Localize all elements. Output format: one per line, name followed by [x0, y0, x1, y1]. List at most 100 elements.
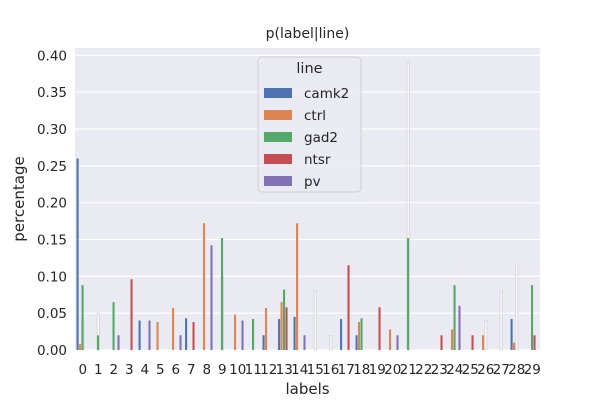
- bar-ctrl-20: [389, 329, 392, 350]
- bar-ctrl-0: [79, 344, 82, 350]
- x-axis-label: labels: [285, 380, 329, 398]
- legend-label-ntsr: ntsr: [304, 152, 331, 168]
- y-tick-label: 0.35: [37, 85, 67, 101]
- x-tick-label: 13: [276, 362, 293, 378]
- x-tick-label: 6: [171, 362, 180, 378]
- bar-gad2-0: [81, 285, 84, 350]
- bar-ntsr-17: [347, 265, 350, 350]
- bar-pv-14: [303, 335, 306, 350]
- y-tick-label: 0.25: [37, 159, 67, 175]
- legend-title: line: [296, 61, 322, 77]
- legend-swatch-pv: [264, 176, 292, 186]
- x-tick-label: 17: [338, 362, 355, 378]
- y-tick-label: 0.15: [37, 233, 67, 249]
- x-tick-label: 24: [446, 362, 463, 378]
- legend-swatch-ntsr: [264, 154, 292, 164]
- x-tick-label: 25: [462, 362, 479, 378]
- bar-gad2-13: [283, 289, 286, 350]
- bar-camk2-12: [262, 335, 265, 350]
- bar-pv-4: [148, 320, 151, 350]
- bar-pv-10: [241, 320, 244, 350]
- faint-bar: [329, 334, 333, 351]
- bar-gad2-21: [407, 238, 410, 350]
- x-tick-label: 15: [307, 362, 324, 378]
- chart-title: p(label|line): [266, 26, 350, 42]
- x-tick-label: 9: [218, 362, 227, 378]
- x-tick-label: 26: [477, 362, 494, 378]
- bar-gad2-11: [252, 319, 255, 350]
- y-tick-label: 0.00: [37, 343, 67, 359]
- bar-gad2-29: [531, 285, 534, 350]
- bar-camk2-13: [278, 319, 281, 350]
- bar-ntsr-25: [471, 335, 474, 350]
- bar-camk2-18: [355, 335, 358, 350]
- bar-ctrl-13: [280, 302, 283, 350]
- bar-pv-2: [117, 335, 120, 350]
- x-tick-label: 19: [369, 362, 386, 378]
- bar-gad2-9: [221, 238, 224, 350]
- legend-swatch-camk2: [264, 88, 292, 98]
- legend-label-gad2: gad2: [304, 130, 338, 146]
- bar-camk2-14: [293, 316, 296, 350]
- bar-pv-6: [179, 335, 182, 350]
- faint-bar: [313, 290, 317, 351]
- bar-ctrl-5: [156, 322, 159, 350]
- x-tick-label: 28: [508, 362, 525, 378]
- y-tick-label: 0.30: [37, 122, 67, 138]
- legend-box: [257, 56, 362, 193]
- bar-ctrl-6: [172, 308, 175, 350]
- bar-ntsr-19: [378, 307, 381, 350]
- bar-camk2-17: [340, 319, 343, 350]
- bar-camk2-0: [76, 158, 79, 350]
- y-tick-label: 0.20: [37, 196, 67, 212]
- bar-camk2-7: [185, 318, 188, 350]
- x-tick-label: 14: [291, 362, 308, 378]
- bar-ntsr-13: [285, 307, 288, 350]
- x-tick-label: 11: [245, 362, 262, 378]
- legend-swatch-ctrl: [264, 110, 292, 120]
- faint-bar: [499, 290, 503, 351]
- bar-gad2-1: [97, 335, 100, 350]
- x-tick-label: 27: [493, 362, 510, 378]
- x-tick-label: 4: [140, 362, 149, 378]
- x-tick-label: 10: [229, 362, 246, 378]
- bar-ctrl-12: [265, 308, 268, 350]
- bar-ctrl-10: [234, 314, 237, 350]
- legend-label-ctrl: ctrl: [304, 108, 326, 124]
- y-tick-label: 0.40: [37, 48, 67, 64]
- bar-ctrl-26: [482, 335, 485, 350]
- bar-pv-8: [210, 245, 213, 350]
- bar-ctrl-18: [358, 322, 361, 350]
- bar-ntsr-3: [130, 279, 133, 350]
- bar-pv-24: [458, 305, 461, 350]
- legend-label-camk2: camk2: [304, 86, 349, 102]
- bar-ntsr-29: [533, 335, 536, 350]
- bar-camk2-28: [510, 319, 513, 350]
- x-tick-label: 22: [415, 362, 432, 378]
- x-tick-label: 21: [400, 362, 417, 378]
- y-tick-labels: 0.00 0.05 0.10 0.15 0.20 0.25 0.30 0.35 0.40: [37, 48, 67, 359]
- bar-ctrl-24: [451, 329, 454, 350]
- legend-label-pv: pv: [304, 174, 321, 190]
- bar-ctrl-28: [513, 342, 516, 350]
- bar-gad2-2: [112, 302, 115, 350]
- x-tick-label: 12: [260, 362, 277, 378]
- x-tick-label: 23: [431, 362, 448, 378]
- bar-ctrl-14: [296, 223, 299, 350]
- x-tick-label: 2: [109, 362, 118, 378]
- x-tick-label: 0: [78, 362, 87, 378]
- bar-gad2-18: [360, 318, 363, 350]
- x-tick-label: 18: [353, 362, 370, 378]
- x-tick-labels: 0 1 2 3 4 5 6 7 8 9 101112131415161718192021222324…: [78, 362, 540, 378]
- bar-pv-20: [396, 335, 399, 350]
- x-tick-label: 3: [125, 362, 134, 378]
- bar-gad2-24: [453, 285, 456, 350]
- x-tick-label: 29: [524, 362, 541, 378]
- bar-camk2-4: [138, 320, 141, 350]
- y-tick-label: 0.10: [37, 269, 67, 285]
- y-axis-label: percentage: [10, 156, 28, 241]
- bar-ntsr-23: [440, 335, 443, 350]
- legend: line camk2 ctrl gad2 ntsr pv: [257, 56, 362, 193]
